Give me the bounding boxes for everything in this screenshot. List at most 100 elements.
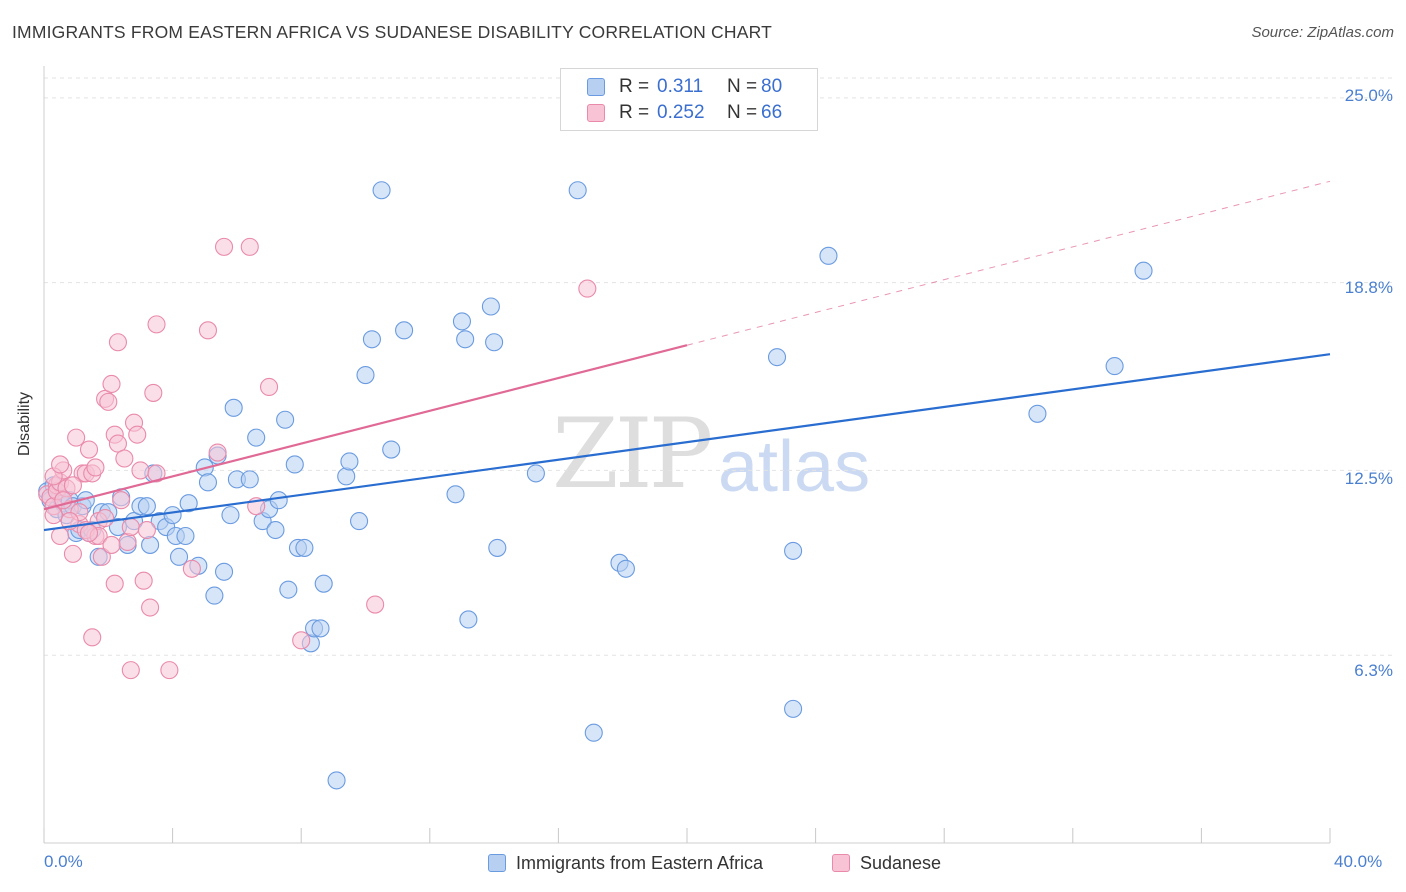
data-point: [79, 523, 99, 543]
y-tick-label: 12.5%: [1344, 469, 1393, 488]
data-point: [83, 628, 102, 647]
data-point: [147, 464, 166, 483]
data-point: [578, 279, 597, 298]
data-point: [102, 374, 121, 394]
data-point: [108, 333, 127, 352]
data-point: [169, 547, 189, 566]
y-tick-label: 6.3%: [1354, 661, 1393, 680]
bottom-legend-swatch-pink: [832, 854, 850, 872]
data-point: [240, 470, 259, 489]
data-point: [259, 377, 279, 397]
data-point: [221, 506, 240, 525]
bottom-legend-label: Immigrants from Eastern Africa: [516, 852, 764, 873]
watermark-atlas: atlas: [718, 427, 871, 507]
legend-n-label: N =: [727, 102, 758, 123]
data-point: [767, 348, 787, 367]
legend-row-sudanese: R = 0.252 N = 66: [587, 101, 782, 125]
data-point: [134, 571, 153, 590]
data-point: [147, 315, 166, 334]
data-point: [86, 458, 105, 477]
bottom-legend-eastern-africa: Immigrants from Eastern Africa: [488, 851, 763, 875]
data-point: [63, 476, 82, 495]
data-point: [276, 410, 295, 429]
data-point: [179, 494, 198, 513]
data-point: [366, 595, 385, 614]
legend-n-value: 80: [761, 76, 783, 97]
data-point: [459, 610, 478, 629]
legend-r-label: R =: [619, 76, 650, 97]
legend-n-value: 66: [761, 102, 783, 123]
data-point: [131, 461, 150, 480]
bottom-legend-label: Sudanese: [860, 852, 942, 873]
series-sudanese: [38, 237, 597, 680]
legend-swatch-pink: [587, 104, 605, 122]
data-point: [327, 771, 346, 790]
data-point: [568, 181, 587, 200]
trend-line-sudanese-extension: [686, 180, 1331, 346]
bottom-legend-swatch-blue: [488, 854, 506, 872]
data-point: [488, 538, 507, 557]
data-point: [356, 365, 375, 385]
data-point: [784, 541, 803, 560]
data-point: [382, 440, 401, 459]
data-point: [526, 464, 545, 483]
y-tick-label: 18.8%: [1344, 278, 1393, 297]
data-point: [314, 574, 333, 593]
data-point: [247, 428, 266, 447]
data-point: [1028, 404, 1047, 423]
data-point: [266, 520, 285, 540]
data-point: [456, 330, 475, 349]
source-label: Source: ZipAtlas.com: [1251, 24, 1394, 41]
data-point: [108, 434, 127, 453]
series-eastern-africa: [38, 181, 1153, 790]
data-point: [198, 321, 218, 340]
data-point: [198, 473, 218, 492]
data-point: [395, 321, 414, 340]
axes: [43, 66, 1331, 844]
data-point: [205, 586, 224, 605]
bottom-legend-sudanese: Sudanese: [832, 851, 941, 875]
legend: R = 0.311 N = 80 R = 0.252 N = 66: [560, 68, 818, 131]
data-point: [96, 509, 115, 528]
data-point: [616, 559, 635, 578]
data-point: [141, 535, 160, 554]
gridlines: [44, 77, 1392, 656]
data-point: [285, 455, 304, 474]
legend-r-value: 0.311: [657, 76, 704, 97]
data-point: [372, 181, 391, 200]
data-point: [279, 580, 298, 599]
data-point: [481, 297, 500, 316]
data-point: [112, 491, 131, 510]
data-point: [452, 312, 472, 331]
legend-r-label: R =: [619, 102, 650, 123]
data-point: [240, 237, 259, 256]
data-point: [485, 333, 504, 352]
data-point: [115, 449, 134, 468]
data-point: [214, 237, 234, 256]
data-point: [121, 661, 140, 680]
trend-lines: [43, 180, 1331, 532]
data-point: [67, 428, 86, 447]
legend-row-eastern-africa: R = 0.311 N = 80: [587, 75, 782, 99]
data-point: [63, 544, 82, 563]
data-point: [99, 392, 118, 411]
chart-title: IMMIGRANTS FROM EASTERN AFRICA VS SUDANE…: [12, 22, 773, 42]
data-point: [141, 598, 160, 617]
data-point: [163, 506, 182, 525]
data-point: [269, 491, 288, 510]
data-point: [337, 467, 356, 486]
data-point: [182, 559, 201, 578]
data-point: [214, 562, 234, 581]
data-point: [121, 518, 140, 537]
data-point: [446, 485, 465, 504]
data-point: [311, 619, 330, 638]
x-tick-label: 40.0%: [1334, 852, 1383, 871]
data-point: [102, 535, 121, 554]
data-point: [105, 574, 124, 593]
y-axis-label: Disability: [16, 391, 33, 456]
data-point: [51, 455, 70, 474]
data-point: [292, 631, 311, 650]
data-point: [350, 512, 369, 531]
data-point: [51, 526, 70, 546]
